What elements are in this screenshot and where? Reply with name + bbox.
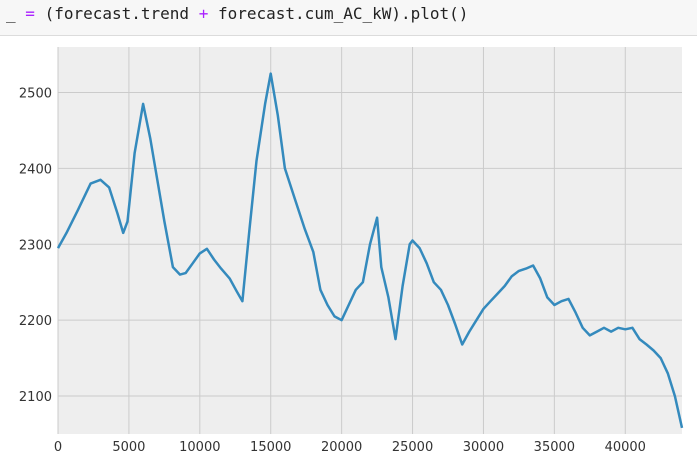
series-line bbox=[56, 72, 684, 429]
series-layer bbox=[56, 72, 684, 429]
line-chart: 0 5000 10000 15000 20000 25000 30000 35000 40000… bbox=[19, 47, 684, 455]
x-tick-label: 10000 bbox=[179, 440, 220, 455]
x-tick-label: 25000 bbox=[392, 440, 433, 455]
x-tick-label: 5000 bbox=[112, 440, 145, 455]
x-tick-label: 35000 bbox=[534, 440, 575, 455]
x-axis: 0 5000 10000 15000 20000 25000 30000 35000 40000 bbox=[54, 440, 646, 455]
output-area: 0 5000 10000 15000 20000 25000 30000 35000 40000… bbox=[0, 37, 697, 459]
x-tick-label: 20000 bbox=[321, 440, 362, 455]
x-tick-label: 0 bbox=[54, 440, 62, 455]
code-close-call: ).plot() bbox=[391, 4, 469, 23]
y-tick-label: 2500 bbox=[19, 87, 52, 102]
y-tick-label: 2100 bbox=[19, 390, 52, 405]
x-tick-label: 40000 bbox=[605, 440, 646, 455]
y-tick-label: 2400 bbox=[19, 162, 52, 177]
code-open-paren: ( bbox=[44, 4, 55, 23]
code-left-operand: forecast.trend bbox=[54, 4, 190, 23]
y-axis: 2100 2200 2300 2400 2500 bbox=[19, 87, 52, 406]
x-tick-label: 15000 bbox=[250, 440, 291, 455]
code-right-operand: forecast.cum_AC_kW bbox=[217, 4, 392, 23]
code-line[interactable]: _ = (forecast.trend + forecast.cum_AC_kW… bbox=[6, 4, 468, 24]
code-underscore: _ bbox=[6, 4, 16, 23]
code-plus: + bbox=[198, 4, 209, 23]
y-tick-label: 2200 bbox=[19, 314, 52, 329]
x-tick-label: 30000 bbox=[463, 440, 504, 455]
code-equals: = bbox=[25, 4, 35, 23]
code-cell[interactable]: _ = (forecast.trend + forecast.cum_AC_kW… bbox=[0, 0, 697, 36]
y-tick-label: 2300 bbox=[19, 238, 52, 253]
